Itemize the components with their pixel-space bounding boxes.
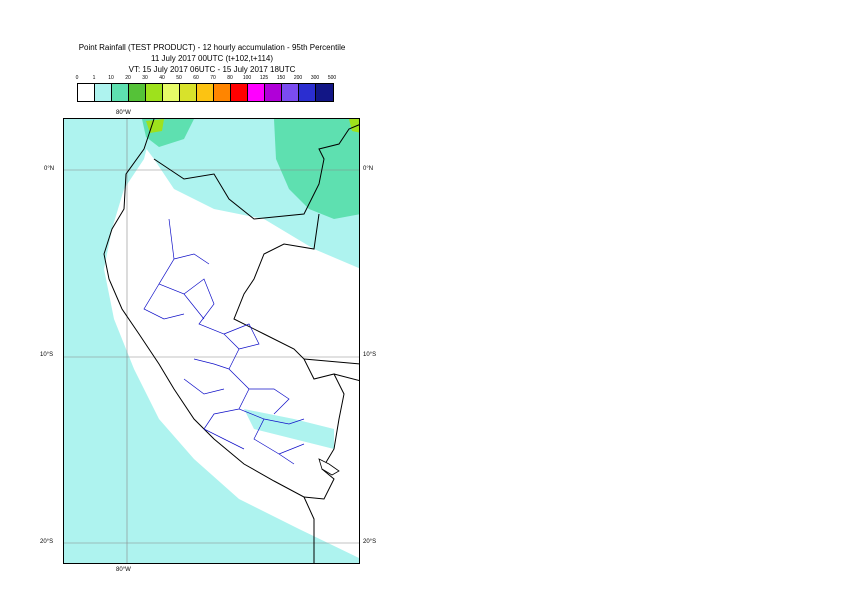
rain-spot-ne	[349, 119, 359, 133]
regional-boundaries	[143, 218, 305, 465]
map-svg	[64, 119, 359, 563]
legend-label: 150	[276, 75, 286, 81]
legend-label: 40	[159, 75, 165, 81]
map-title: Point Rainfall (TEST PRODUCT) - 12 hourl…	[78, 43, 346, 52]
legend-label: 30	[142, 75, 148, 81]
bottom-longitude-label: 80°W	[116, 567, 131, 573]
rain-shade-ocean	[64, 119, 359, 563]
right-lat-20s: 20°S	[363, 539, 377, 545]
legend-label: 300	[310, 75, 320, 81]
top-longitude-label: 80°W	[116, 110, 131, 116]
legend-label: 50	[176, 75, 182, 81]
left-lat-10s: 10°S	[40, 352, 54, 358]
legend-swatch	[316, 84, 333, 101]
legend-swatch	[248, 84, 265, 101]
left-lat-20s: 20°S	[40, 539, 54, 545]
legend-swatch	[180, 84, 197, 101]
legend-labels: 0 1 10 20 30 40 50 60 70 80 100 125 150 200 300 500	[60, 75, 360, 84]
lake-titicaca	[318, 458, 340, 476]
country-border-east	[303, 358, 359, 381]
legend-label: 0	[75, 75, 79, 81]
right-lat-0: 0°N	[363, 166, 374, 172]
legend-label: 100	[242, 75, 252, 81]
legend-swatch	[265, 84, 282, 101]
coastline	[103, 119, 315, 563]
validity-time: VT: 15 July 2017 06UTC - 15 July 2017 18…	[128, 65, 296, 74]
legend-swatch	[78, 84, 95, 101]
legend-swatch	[197, 84, 214, 101]
legend-label: 200	[293, 75, 303, 81]
legend-label: 500	[327, 75, 337, 81]
legend-label: 125	[259, 75, 269, 81]
legend-label: 20	[125, 75, 131, 81]
right-lat-10s: 10°S	[363, 352, 377, 358]
left-lat-0: 0°N	[44, 166, 55, 172]
legend-swatch	[163, 84, 180, 101]
rain-shade-interior	[244, 409, 334, 449]
legend-swatch	[146, 84, 163, 101]
base-time: 11 July 2017 00UTC (t+102,t+114)	[151, 54, 273, 63]
map-panel[interactable]	[63, 118, 360, 564]
legend-label: 60	[193, 75, 199, 81]
legend-swatch	[95, 84, 112, 101]
legend-label: 1	[92, 75, 96, 81]
legend-swatch	[282, 84, 299, 101]
legend-swatch	[214, 84, 231, 101]
legend-label: 70	[210, 75, 216, 81]
legend-label: 10	[108, 75, 114, 81]
legend-swatch	[299, 84, 316, 101]
legend-swatch	[129, 84, 146, 101]
legend-label: 80	[227, 75, 233, 81]
legend-swatch	[231, 84, 248, 101]
legend-swatch	[112, 84, 129, 101]
color-legend	[77, 83, 334, 102]
